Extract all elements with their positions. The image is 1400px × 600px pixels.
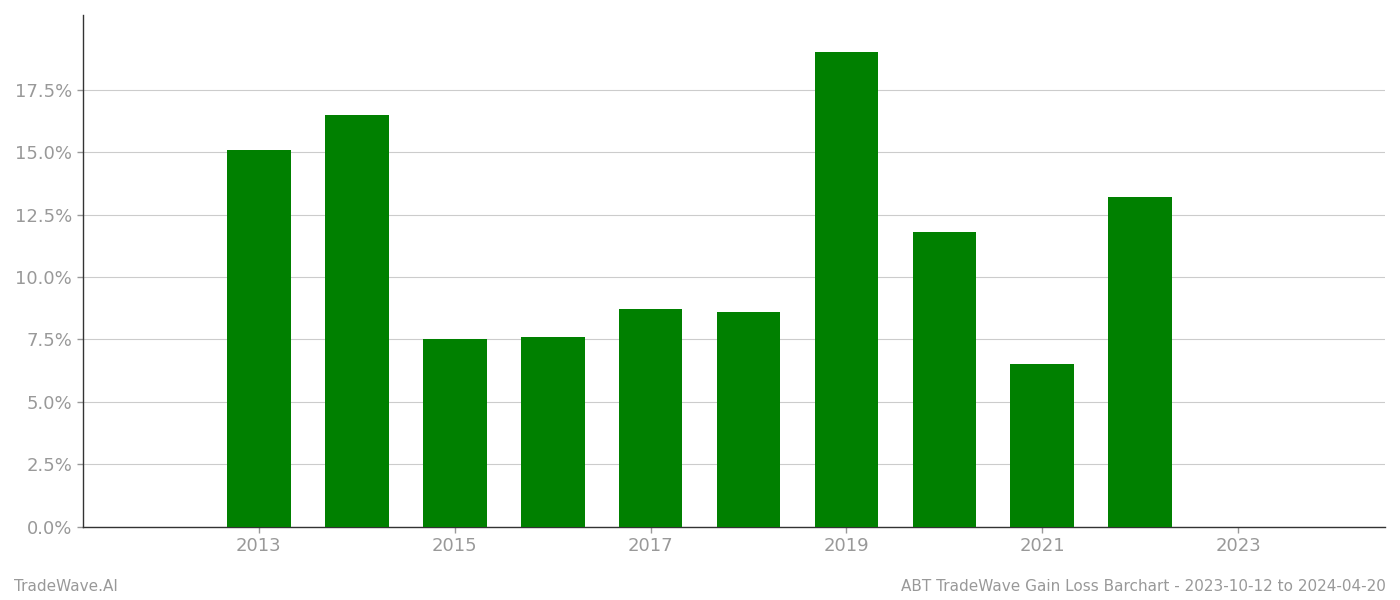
Bar — [325, 115, 389, 527]
Bar — [717, 312, 780, 527]
Bar — [815, 52, 878, 527]
Bar — [913, 232, 976, 527]
Text: TradeWave.AI: TradeWave.AI — [14, 579, 118, 594]
Bar — [227, 150, 291, 527]
Bar — [521, 337, 585, 527]
Bar — [1109, 197, 1172, 527]
Bar — [619, 310, 682, 527]
Bar — [1011, 364, 1074, 527]
Text: ABT TradeWave Gain Loss Barchart - 2023-10-12 to 2024-04-20: ABT TradeWave Gain Loss Barchart - 2023-… — [902, 579, 1386, 594]
Bar — [423, 340, 487, 527]
